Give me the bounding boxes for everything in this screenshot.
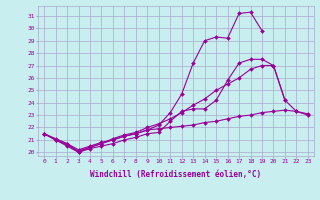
X-axis label: Windchill (Refroidissement éolien,°C): Windchill (Refroidissement éolien,°C) [91,170,261,179]
